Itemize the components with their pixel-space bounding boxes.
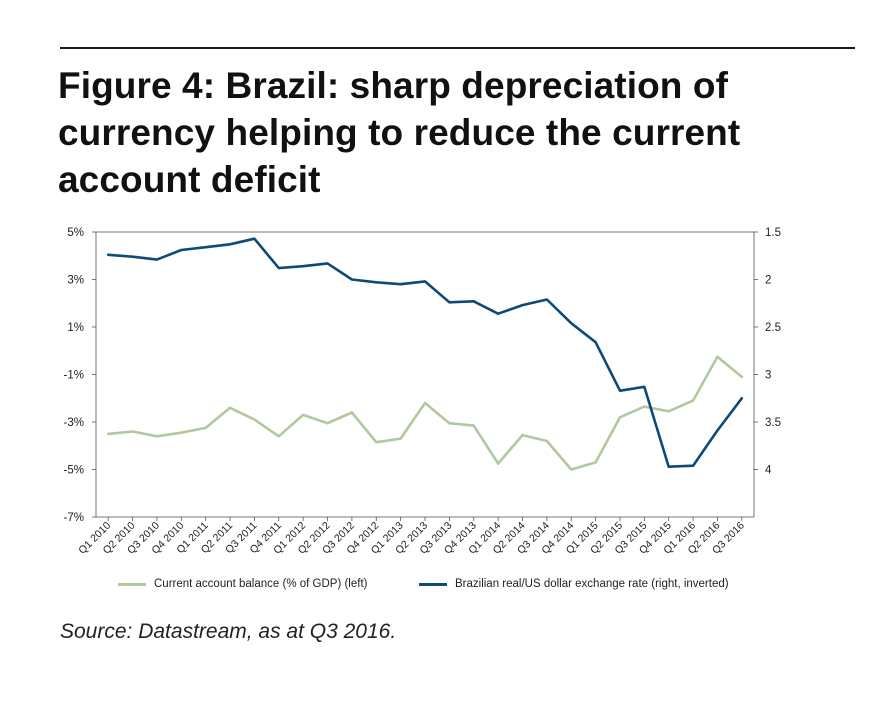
series-line-current-account: [106, 355, 744, 471]
right-axis-tick-label: 3: [765, 370, 771, 382]
source-note: Source: Datastream, as at Q3 2016.: [60, 620, 397, 643]
left-axis-tick-label: -5%: [64, 465, 84, 477]
left-axis-tick-label: 3%: [67, 275, 84, 287]
left-axis-tick-label: -7%: [64, 512, 84, 524]
legend-item-current-account: Current account balance (% of GDP) (left…: [118, 578, 367, 590]
plot-frame: [95, 231, 755, 518]
top-rule: [60, 47, 855, 49]
right-axis-tick-label: 4: [765, 465, 772, 477]
left-axis-tick-label: -3%: [64, 417, 84, 429]
right-axis-tick-label: 3.5: [765, 417, 781, 429]
right-axis-tick-label: 2.5: [765, 322, 781, 334]
left-axis-tick-label: 1%: [67, 322, 84, 334]
figure-title: Figure 4: Brazil: sharp depreciation of …: [58, 65, 741, 200]
left-axis-tick-label: 5%: [67, 227, 84, 239]
left-axis-tick-label: -1%: [64, 370, 84, 382]
legend-swatch-exchange-rate: [419, 582, 447, 586]
chart-legend: Current account balance (% of GDP) (left…: [0, 578, 870, 600]
legend-label-exchange-rate: Brazilian real/US dollar exchange rate (…: [455, 578, 729, 590]
legend-swatch-current-account: [118, 582, 146, 586]
legend-label-current-account: Current account balance (% of GDP) (left…: [154, 578, 368, 590]
right-axis-tick-label: 2: [765, 275, 771, 287]
right-axis-tick-label: 1.5: [765, 227, 781, 239]
legend-item-exchange-rate: Brazilian real/US dollar exchange rate (…: [419, 578, 729, 590]
series-line-exchange-rate: [106, 237, 744, 468]
